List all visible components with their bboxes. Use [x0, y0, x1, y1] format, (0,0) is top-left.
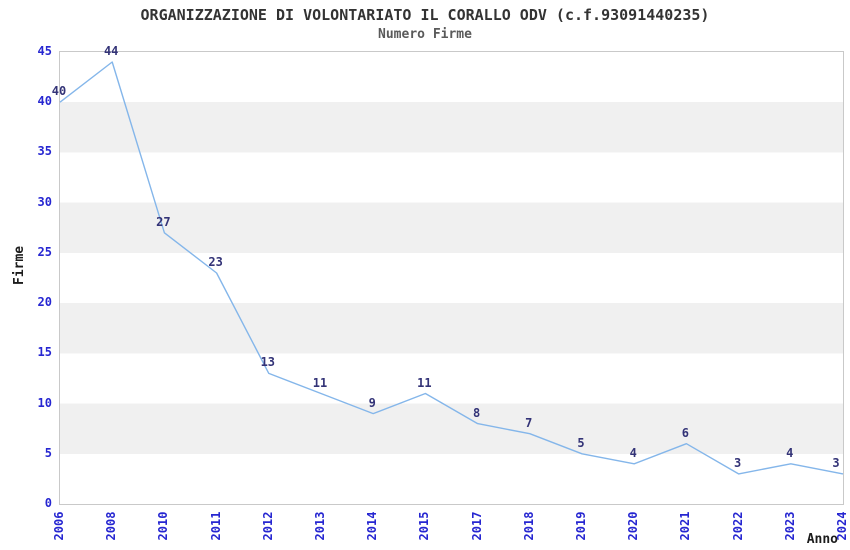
point-label: 7: [525, 415, 533, 430]
plot-area: [59, 51, 844, 505]
point-label: 40: [51, 84, 67, 99]
y-tick-label: 40: [37, 94, 52, 109]
y-tick-label: 15: [37, 345, 52, 360]
y-tick-label: 20: [37, 295, 52, 310]
x-tick-label: 2018: [521, 511, 536, 541]
x-tick-label: 2012: [260, 511, 275, 541]
point-label: 4: [629, 445, 637, 460]
point-label: 3: [733, 455, 742, 470]
chart-subtitle: Numero Firme: [378, 27, 472, 42]
point-label: 13: [260, 355, 276, 370]
chart-title: ORGANIZZAZIONE DI VOLONTARIATO IL CORALL…: [140, 6, 710, 24]
x-tick-label: 2010: [156, 511, 171, 541]
x-tick-label: 2019: [574, 511, 588, 541]
point-label: 8: [472, 405, 481, 420]
point-label: 3: [832, 455, 840, 470]
y-tick-label: 45: [37, 44, 52, 58]
point-label: 23: [208, 254, 223, 269]
y-tick-label: 5: [44, 445, 52, 460]
x-tick-label: 2015: [417, 511, 432, 541]
point-label: 4: [786, 445, 794, 460]
y-tick-label: 10: [37, 395, 52, 410]
x-tick-label: 2008: [104, 511, 119, 541]
data-line-series: [59, 61, 844, 475]
point-label: 27: [156, 214, 171, 229]
x-tick-label: 2023: [782, 511, 797, 541]
x-tick-label: 2013: [313, 511, 327, 541]
x-tick-label: 2006: [52, 511, 66, 541]
x-tick-label: 2014: [365, 511, 380, 541]
point-label: 5: [577, 435, 585, 450]
point-label: 44: [103, 44, 119, 59]
point-label: 9: [368, 395, 376, 410]
x-axis-title: Anno: [806, 532, 838, 547]
x-tick-label: 2021: [678, 511, 693, 541]
x-tick-label: 2020: [626, 511, 641, 541]
point-label: 11: [417, 375, 432, 390]
point-label: 6: [681, 425, 690, 440]
y-tick-label: 35: [37, 144, 52, 159]
y-tick-label: 0: [44, 496, 52, 510]
x-tick-label: 2011: [208, 511, 223, 541]
point-label: 11: [312, 375, 328, 390]
x-tick-label: 2022: [730, 511, 745, 541]
x-tick-label: 2017: [469, 511, 484, 541]
y-tick-label: 30: [37, 194, 52, 209]
y-axis-title: Firme: [12, 245, 27, 285]
y-tick-label: 25: [37, 244, 52, 259]
